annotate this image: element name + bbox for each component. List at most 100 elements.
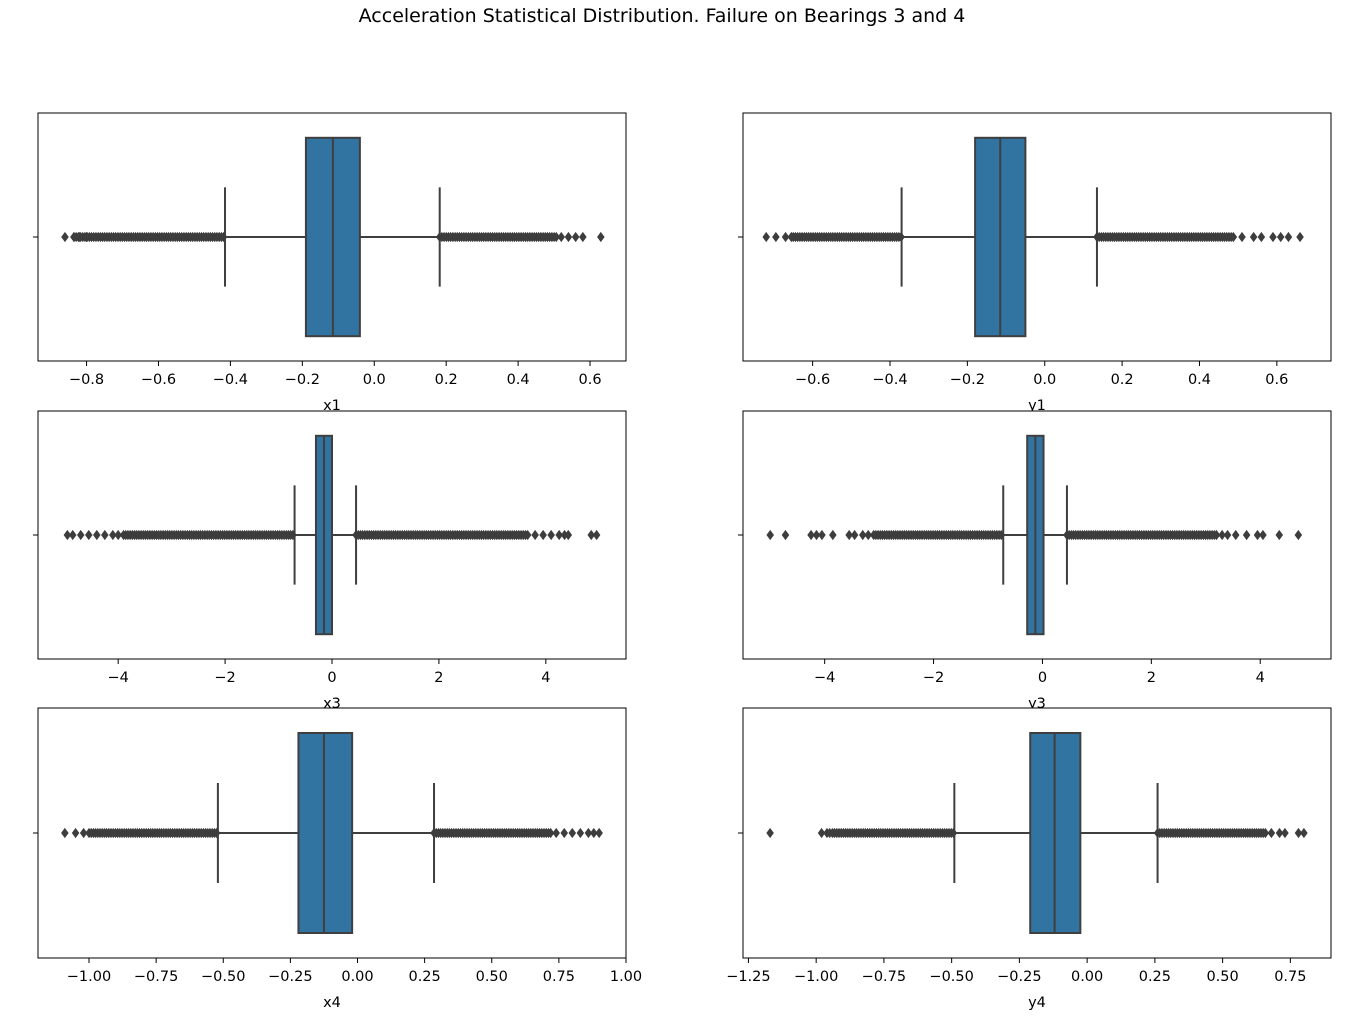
x-tick-label: 0.50 [476, 969, 508, 985]
outlier-point [1261, 827, 1270, 839]
outlier-point [1275, 529, 1284, 541]
outlier-point [845, 529, 853, 541]
outlier-point [547, 529, 555, 541]
x-tick-label: 0 [1038, 670, 1047, 686]
outlier-point [818, 529, 826, 541]
outlier-point [584, 827, 593, 839]
x-tick-label: −4 [814, 670, 835, 686]
subplot-x1: −0.8 −0.6 −0.4 −0.2 0.0 0.2 0.4 0.6 x1 [33, 112, 627, 414]
x-tick-label: 2 [1147, 670, 1156, 686]
outlier-point [523, 529, 532, 541]
x-tick-label: −4 [107, 670, 128, 686]
x-tick-label: −0.4 [872, 372, 907, 388]
outlier-point [1275, 827, 1284, 839]
outlier-point [1253, 529, 1262, 541]
x-tick-label: 4 [1256, 670, 1265, 686]
figure-title: Acceleration Statistical Distribution. F… [359, 5, 966, 27]
x-tick-label: 0.6 [579, 372, 602, 388]
x-tick-label: 0.50 [1206, 969, 1238, 985]
x-tick-label: 0.4 [507, 372, 530, 388]
subplot-x3: −4 −2 0 2 4x3 [33, 410, 627, 712]
outlier-points-x4 [61, 827, 603, 839]
outlier-point [564, 231, 573, 243]
x-tick-label: 0 [327, 670, 336, 686]
x-tick-label: −0.8 [69, 372, 104, 388]
outlier-point [61, 827, 69, 839]
x-tick-label: 4 [541, 670, 550, 686]
x-tick-label: −1.00 [794, 969, 838, 985]
outlier-point [93, 529, 101, 541]
outlier-point [595, 827, 603, 839]
x-tick-label: −1.25 [726, 969, 770, 985]
outlier-point [79, 827, 88, 839]
outlier-point [539, 529, 547, 541]
outlier-point [564, 529, 573, 541]
x-tick-label: 0.2 [435, 372, 458, 388]
subplot-y3: −4 −2 0 2 4y3 [738, 410, 1332, 712]
subplot-y1: −0.6 −0.4 −0.2 0.0 0.2 0.4 0.6 y1 [738, 112, 1332, 414]
outlier-point [1284, 231, 1293, 243]
outlier-point [1267, 827, 1276, 839]
outlier-points-x1 [61, 231, 605, 243]
outlier-point [1259, 529, 1267, 541]
outlier-point [1296, 231, 1304, 243]
x-axis-label: x1 [323, 398, 341, 414]
x-tick-label: 0.6 [1265, 372, 1288, 388]
x-tick-label: −0.75 [862, 969, 906, 985]
outlier-point [555, 529, 563, 541]
outlier-point [101, 529, 109, 541]
outlier-point [1281, 827, 1289, 839]
x-axis-label: y4 [1028, 995, 1046, 1011]
outlier-point [592, 529, 601, 541]
outlier-point [557, 231, 566, 243]
x-tick-label: −0.50 [201, 969, 245, 985]
x-tick-label: 0.0 [1033, 372, 1056, 388]
outlier-point [781, 529, 790, 541]
x-tick-label: 0.2 [1111, 372, 1134, 388]
outlier-point [1257, 231, 1266, 243]
x-tick-label: 0.00 [1071, 969, 1103, 985]
x-tick-label: −0.6 [141, 372, 176, 388]
x-tick-label: −2 [214, 670, 235, 686]
outlier-point [829, 529, 837, 541]
x-tick-label: −0.2 [950, 372, 985, 388]
outlier-point [762, 231, 770, 243]
outlier-point [859, 529, 867, 541]
outlier-point [1212, 529, 1221, 541]
outlier-point [68, 529, 77, 541]
outlier-point [949, 827, 958, 839]
outlier-point [568, 827, 577, 839]
x-axis-label: y1 [1028, 398, 1046, 414]
outlier-points-y1 [762, 231, 1304, 243]
outlier-point [1294, 827, 1303, 839]
outlier-point [571, 231, 580, 243]
outlier-point [63, 529, 72, 541]
iqr-box [297, 732, 354, 934]
outlier-point [812, 529, 821, 541]
x-tick-label: 0.4 [1188, 372, 1211, 388]
outlier-points-x3 [63, 529, 601, 541]
outlier-point [787, 231, 796, 243]
outlier-point [590, 827, 598, 839]
outlier-point [546, 827, 555, 839]
outlier-point [1300, 827, 1308, 839]
outlier-point [109, 529, 117, 541]
x-tick-label: −0.25 [997, 969, 1041, 985]
x-tick-label: −0.25 [268, 969, 312, 985]
outlier-point [1223, 529, 1232, 541]
outlier-point [1269, 231, 1277, 243]
outlier-point [552, 231, 561, 243]
x-tick-label: −0.50 [929, 969, 973, 985]
x-tick-label: −2 [923, 670, 944, 686]
outlier-point [85, 529, 93, 541]
outlier-point [807, 529, 815, 541]
outlier-point [1229, 231, 1238, 243]
x-tick-label: 0.75 [1274, 969, 1306, 985]
x-tick-label: 0.0 [363, 372, 386, 388]
x-tick-label: 1.00 [610, 969, 642, 985]
subplot-x4: −1.00 −0.75 −0.50 −0.25 0.00 0.25 0.50 0.75 1.00… [33, 707, 642, 1011]
x-axis-label: x4 [323, 995, 341, 1011]
outlier-point [70, 231, 78, 243]
outlier-point [579, 231, 587, 243]
